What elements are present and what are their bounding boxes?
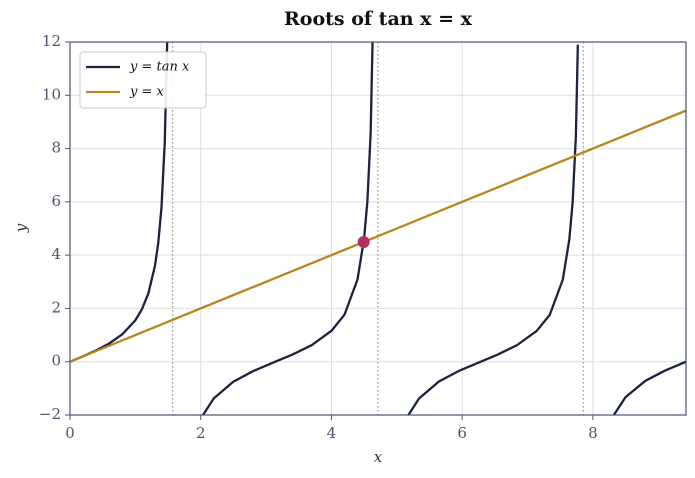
x-tick-label: 2: [196, 424, 206, 442]
series-line: [70, 109, 686, 363]
legend-label: y = x: [129, 85, 165, 100]
y-tick-label: 10: [42, 85, 61, 103]
x-tick-label: 8: [588, 424, 598, 442]
x-tick-label: 6: [457, 424, 467, 442]
legend-label: y = tan x: [129, 60, 190, 75]
x-tick-label: 4: [327, 424, 337, 442]
y-tick-label: 12: [42, 32, 61, 50]
y-tick-label: 8: [51, 139, 61, 157]
y-tick-label: 4: [51, 245, 61, 263]
plot-area: [70, 42, 686, 415]
series-line: [70, 42, 686, 415]
x-axis-label: x: [374, 448, 383, 466]
y-tick-label: −2: [39, 405, 61, 423]
chart-title: Roots of tan x = x: [284, 8, 473, 30]
y-tick-label: 0: [51, 352, 61, 370]
x-tick-label: 0: [65, 424, 75, 442]
y-axis-label: y: [12, 223, 30, 233]
root-point: [357, 235, 370, 248]
y-tick-label: 6: [51, 192, 61, 210]
y-tick-label: 2: [51, 298, 61, 316]
plot-frame: [69, 41, 687, 416]
